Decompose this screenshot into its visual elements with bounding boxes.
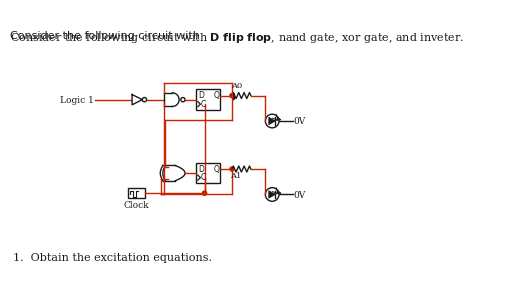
Text: D: D — [198, 164, 204, 173]
Text: Q: Q — [214, 91, 220, 100]
Text: A0: A0 — [231, 82, 242, 90]
Circle shape — [229, 93, 234, 98]
Bar — [196, 163, 220, 183]
Text: C: C — [200, 100, 205, 109]
Text: A1: A1 — [230, 173, 241, 180]
Text: 0V: 0V — [293, 191, 305, 200]
Text: Consider the following circuit with: Consider the following circuit with — [10, 31, 203, 41]
Circle shape — [202, 191, 206, 195]
Bar — [196, 89, 220, 110]
Text: 1.  Obtain the excitation equations.: 1. Obtain the excitation equations. — [13, 253, 212, 263]
Polygon shape — [268, 117, 275, 125]
Polygon shape — [268, 191, 275, 198]
Text: Logic 1: Logic 1 — [60, 96, 93, 105]
Text: Clock: Clock — [123, 201, 149, 210]
Circle shape — [229, 167, 234, 171]
Text: D: D — [198, 91, 204, 100]
Text: Consider the following circuit with $\mathbf{D\ flip\ flop}$, nand gate, xor gat: Consider the following circuit with $\ma… — [10, 31, 463, 45]
Text: 0V: 0V — [293, 117, 305, 126]
Bar — [128, 188, 144, 198]
Text: Q: Q — [214, 164, 220, 173]
Text: C: C — [200, 173, 205, 182]
